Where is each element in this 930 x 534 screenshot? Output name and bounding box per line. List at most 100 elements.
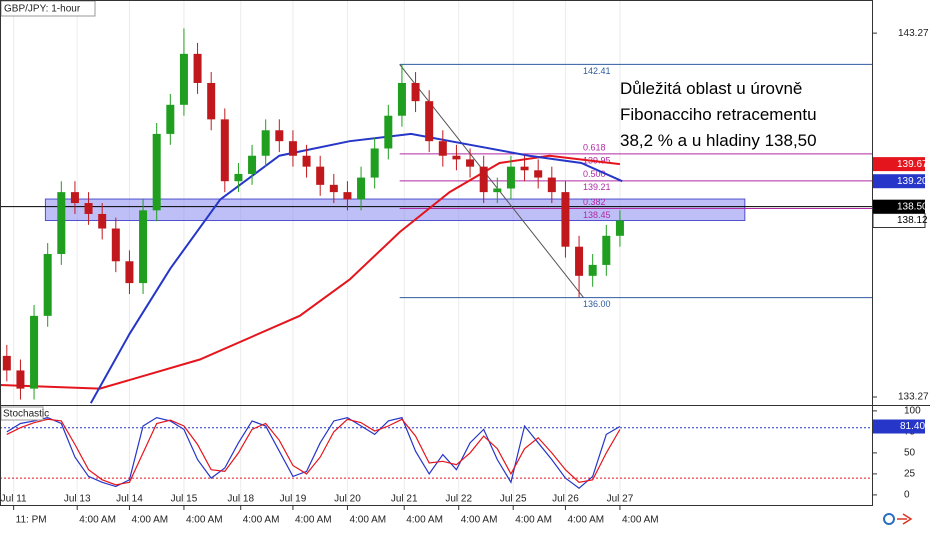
x-time-label: 4:00 AM [186,515,223,526]
x-tick-label: Jul 14 [116,494,143,505]
candle-body [588,264,597,276]
candle-body [602,235,611,265]
y-tick-label: 0 [904,490,910,501]
nav-icons[interactable] [883,513,913,525]
candle-body [534,170,543,178]
price-badge-label: 138.50 [897,201,928,212]
candle-body [84,203,93,214]
zone [44,198,746,222]
x-time-label: 4:00 AM [406,515,443,526]
fib-value-label: 138.45 [583,210,611,220]
moving-average [89,132,623,404]
candle-body [493,188,502,193]
candle-body [561,192,570,247]
fib-value-label: 139.95 [583,155,611,165]
candle-body [234,173,243,182]
candle-body [261,130,270,156]
candle-body [275,130,284,142]
candle-body [207,82,216,120]
x-tick-label: Jul 19 [280,494,307,505]
candle-body [193,53,202,83]
y-tick-label: 25 [904,469,916,480]
stoch-line [6,416,621,489]
candle-body [57,192,66,254]
x-tick-label: Jul 21 [391,494,418,505]
candle-body [2,355,11,371]
x-time-label: 4:00 AM [349,515,386,526]
annotation: Fibonacciho retracementu [620,105,817,124]
x-time-label: 4:00 AM [131,515,168,526]
candle-body [615,220,624,236]
candle-body [220,119,229,182]
candle-body [139,210,148,284]
y-tick-label: 133.27 [898,392,929,403]
annotation: Důležitá oblast u úrovně [620,79,802,98]
x-tick-label: Jul 22 [445,494,472,505]
candle-body [248,155,257,174]
stoch-line [6,418,621,486]
x-time-label: 4:00 AM [567,515,604,526]
stoch-badge [873,419,925,434]
x-time-label: 4:00 AM [243,515,280,526]
annotation: 38,2 % a u hladiny 138,50 [620,131,817,150]
price-badge [873,199,925,214]
candle-body [506,166,515,189]
candle-body [16,370,25,389]
candle-body [411,82,420,102]
candle-body [302,155,311,167]
candle-body [288,141,297,156]
y-tick-label: 100 [904,406,921,417]
candle-body [125,261,134,284]
candle-body [466,159,475,167]
x-tick-label: Jul 27 [607,494,634,505]
candle-body [316,166,325,185]
candle-body [111,228,120,262]
x-tick-label: Jul 26 [552,494,579,505]
candle-body [30,315,39,389]
icon[interactable] [897,513,913,525]
candle-body [425,101,434,142]
candle-body [70,192,79,204]
price-badge-label: 138.12 [897,215,928,226]
price-badge [873,174,925,189]
x-time-label: 4:00 AM [295,515,332,526]
candle-body [438,141,447,156]
y-tick-label: 50 [904,448,916,459]
candle-body [397,82,406,116]
price-badge [873,157,925,172]
stoch-badge-label: 81.40 [900,421,925,432]
candle-body [575,246,584,276]
x-time-label: 4:00 AM [79,515,116,526]
fib-value-label: 142.41 [583,66,611,76]
x-tick-label: Jul 18 [227,494,254,505]
x-time-label: 4:00 AM [622,515,659,526]
x-time-label: 11: PM [16,515,47,526]
candle-body [98,213,107,229]
plot-frame [0,0,873,506]
candle-body [370,148,379,178]
candle-body [479,166,488,193]
panel-title: Stochastic [3,409,49,420]
fib-ratio-label: 0.618 [583,142,606,152]
fib-value-label: 136.00 [583,299,611,309]
candle-body [357,177,366,200]
x-tick-label: Jul 15 [171,494,198,505]
x-time-label: 4:00 AM [461,515,498,526]
icon[interactable] [883,513,895,525]
candle-body [520,166,529,171]
candle-body [547,177,556,193]
candle-body [384,115,393,149]
chart-title: GBP/JPY: 1-hour [4,4,81,15]
x-tick-label: Jul 13 [64,494,91,505]
candle-body [179,53,188,105]
fib-ratio-label: 0.382 [583,197,606,207]
fib-value-label: 139.21 [583,182,611,192]
price-badge-label: 139.20 [897,176,928,187]
price-badge-label: 139.67 [897,159,928,170]
candle-body [343,192,352,200]
fib-ratio-label: 0.500 [583,169,606,179]
candle-body [43,253,52,316]
